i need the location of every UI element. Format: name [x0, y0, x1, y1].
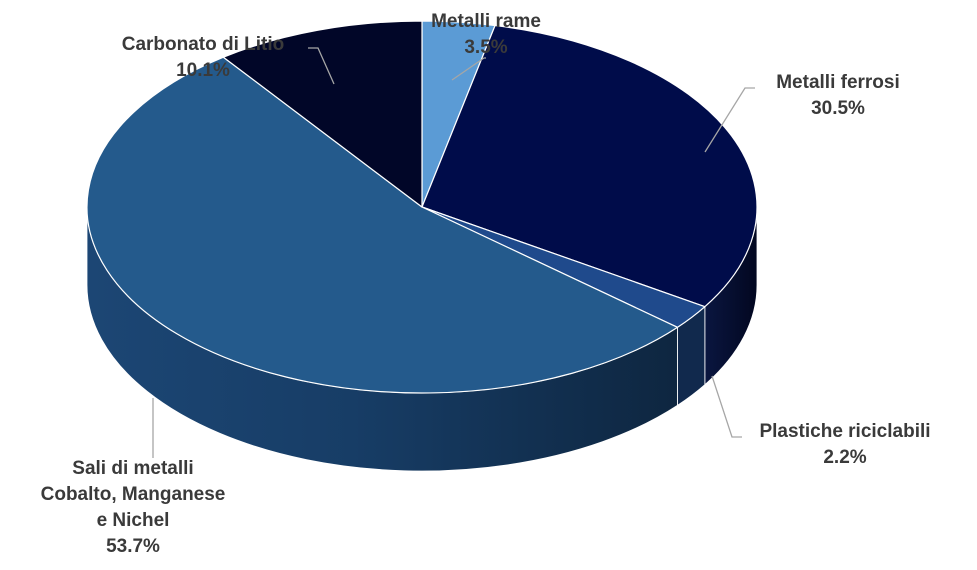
slice-name-3: Cobalto, Manganese: [41, 484, 226, 505]
slice-name-3: e Nichel: [97, 510, 170, 531]
slice-label-0: Metalli rame 3.5%: [431, 11, 541, 58]
pie-slice-3: [86, 56, 679, 394]
pie-labels: Metalli rame 3.5% Metalli ferrosi 30.5% Plas…: [41, 11, 931, 557]
slice-name-0: Metalli rame: [431, 11, 541, 32]
slice-name-3: Sali di metalli: [72, 458, 193, 479]
slice-label-4: Carbonato di Litio 10.1%: [122, 34, 285, 81]
slice-value-4: 10.1%: [176, 60, 230, 81]
pie-slice-4: [222, 20, 423, 208]
leader-line-1: [704, 87, 755, 153]
slice-label-2: Plastiche riciclabili 2.2%: [759, 421, 930, 468]
slice-value-3: 53.7%: [106, 536, 160, 557]
slice-name-1: Metalli ferrosi: [776, 72, 900, 93]
slice-value-2: 2.2%: [823, 447, 866, 468]
leader-line-0: [451, 57, 486, 81]
slice-name-4: Carbonato di Litio: [122, 34, 285, 55]
leader-line-2: [711, 375, 742, 438]
leader-line-4: [308, 47, 335, 85]
slice-name-2: Plastiche riciclabili: [759, 421, 930, 442]
slice-label-1: Metalli ferrosi 30.5%: [776, 72, 900, 119]
slice-label-3: Sali di metalli Cobalto, Manganese e Niche…: [41, 458, 226, 557]
pie-slices: [86, 20, 758, 394]
slice-value-1: 30.5%: [811, 98, 865, 119]
slice-value-0: 3.5%: [464, 37, 507, 58]
